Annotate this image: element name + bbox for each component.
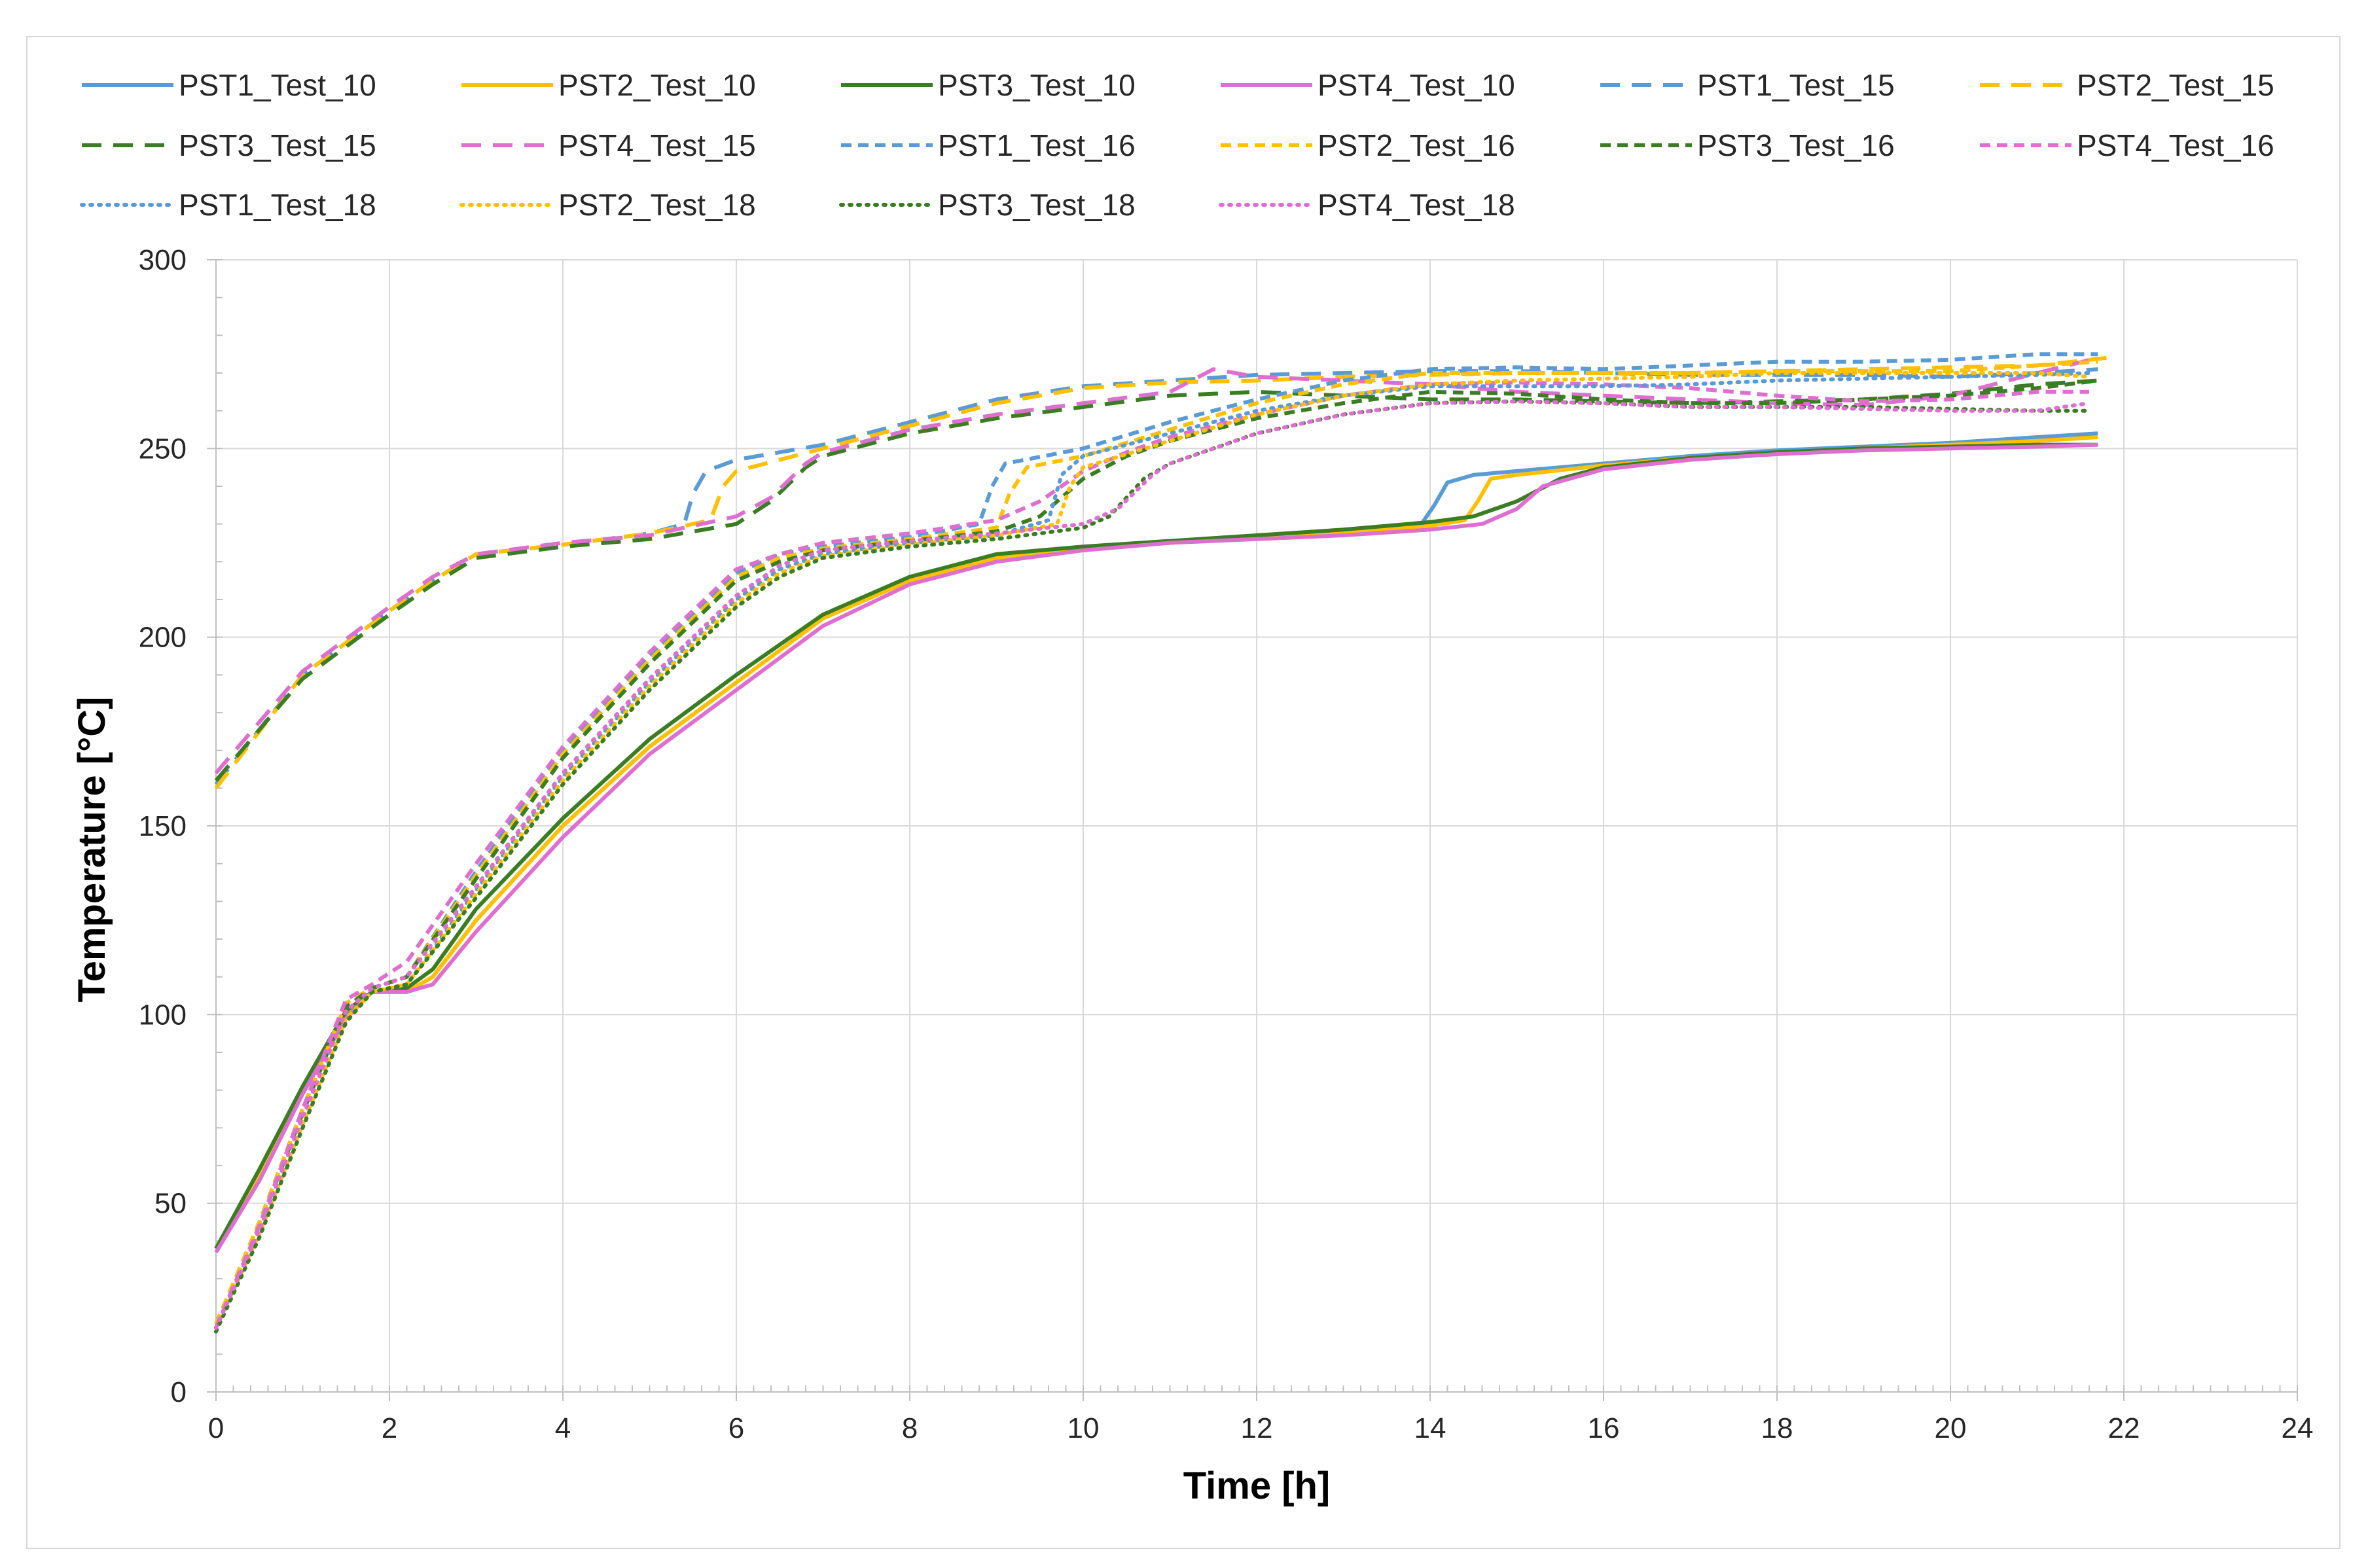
y-tick-label: 300 xyxy=(139,244,187,276)
legend-label: PST4_Test_10 xyxy=(1318,68,1515,102)
series-line-pst4-test-16 xyxy=(214,380,2089,1329)
x-axis-title: Time [h] xyxy=(1183,1465,1331,1507)
series-line-pst3-test-16 xyxy=(214,378,2098,1329)
legend: PST1_Test_10 PST2_Test_10 PST3_Test_10 PST4… xyxy=(80,68,2274,222)
legend-label: PST1_Test_10 xyxy=(179,68,376,102)
legend-label: PST3_Test_16 xyxy=(1697,128,1895,162)
x-tick-label: 10 xyxy=(1067,1412,1100,1444)
legend-label: PST2_Test_18 xyxy=(558,188,756,222)
legend-label: PST2_Test_15 xyxy=(2077,68,2274,102)
legend-label: PST4_Test_15 xyxy=(558,128,756,162)
series-line-pst4-test-10 xyxy=(214,442,2098,1254)
series-line-pst2-test-16 xyxy=(214,359,2098,1325)
x-tick-label: 24 xyxy=(2282,1412,2314,1444)
legend-label: PST3_Test_15 xyxy=(179,128,376,162)
x-tick-label: 14 xyxy=(1414,1412,1446,1444)
x-tick-label: 22 xyxy=(2108,1412,2140,1444)
series-line-pst3-test-15 xyxy=(214,378,2098,782)
y-tick-label: 200 xyxy=(139,622,187,654)
y-tick-label: 150 xyxy=(139,810,187,842)
series-lines xyxy=(214,352,2107,1334)
legend-label: PST2_Test_16 xyxy=(1318,128,1515,162)
legend-label: PST1_Test_18 xyxy=(179,188,376,222)
x-tick-label: 12 xyxy=(1241,1412,1273,1444)
y-tick-label: 250 xyxy=(139,433,187,465)
legend-label: PST1_Test_16 xyxy=(938,128,1136,162)
legend-label: PST3_Test_10 xyxy=(938,68,1136,102)
y-tick-label: 0 xyxy=(171,1376,187,1408)
x-tick-label: 18 xyxy=(1761,1412,1793,1444)
legend-label: PST4_Test_18 xyxy=(1318,188,1515,222)
y-tick-label: 100 xyxy=(139,999,187,1031)
x-tick-label: 20 xyxy=(1935,1412,1967,1444)
legend-label: PST3_Test_18 xyxy=(938,188,1136,222)
series-line-pst1-test-16 xyxy=(214,352,2098,1325)
x-tick-label: 4 xyxy=(555,1412,571,1444)
legend-label: PST1_Test_15 xyxy=(1697,68,1895,102)
series-line-pst4-test-18 xyxy=(214,399,2091,1330)
chart-frame xyxy=(26,36,2341,1549)
x-tick-label: 6 xyxy=(728,1412,744,1444)
y-tick-label: 50 xyxy=(154,1188,187,1220)
series-line-pst1-test-10 xyxy=(214,431,2098,1250)
series-line-pst2-test-15 xyxy=(214,355,2107,790)
series-line-pst2-test-10 xyxy=(214,435,2098,1250)
x-tick-label: 2 xyxy=(382,1412,397,1444)
legend-label: PST4_Test_16 xyxy=(2077,128,2274,162)
x-tick-label: 8 xyxy=(902,1412,918,1444)
x-tick-label: 16 xyxy=(1588,1412,1620,1444)
gridlines xyxy=(216,259,2298,1392)
x-tick-label: 0 xyxy=(208,1412,224,1444)
legend-label: PST2_Test_10 xyxy=(558,68,756,102)
y-axis-title: Temperature [°C] xyxy=(71,697,113,1003)
series-line-pst1-test-18 xyxy=(214,371,2091,1330)
series-line-pst1-test-15 xyxy=(214,367,2098,786)
series-line-pst2-test-18 xyxy=(214,371,2091,1330)
series-line-pst4-test-15 xyxy=(214,355,2099,775)
